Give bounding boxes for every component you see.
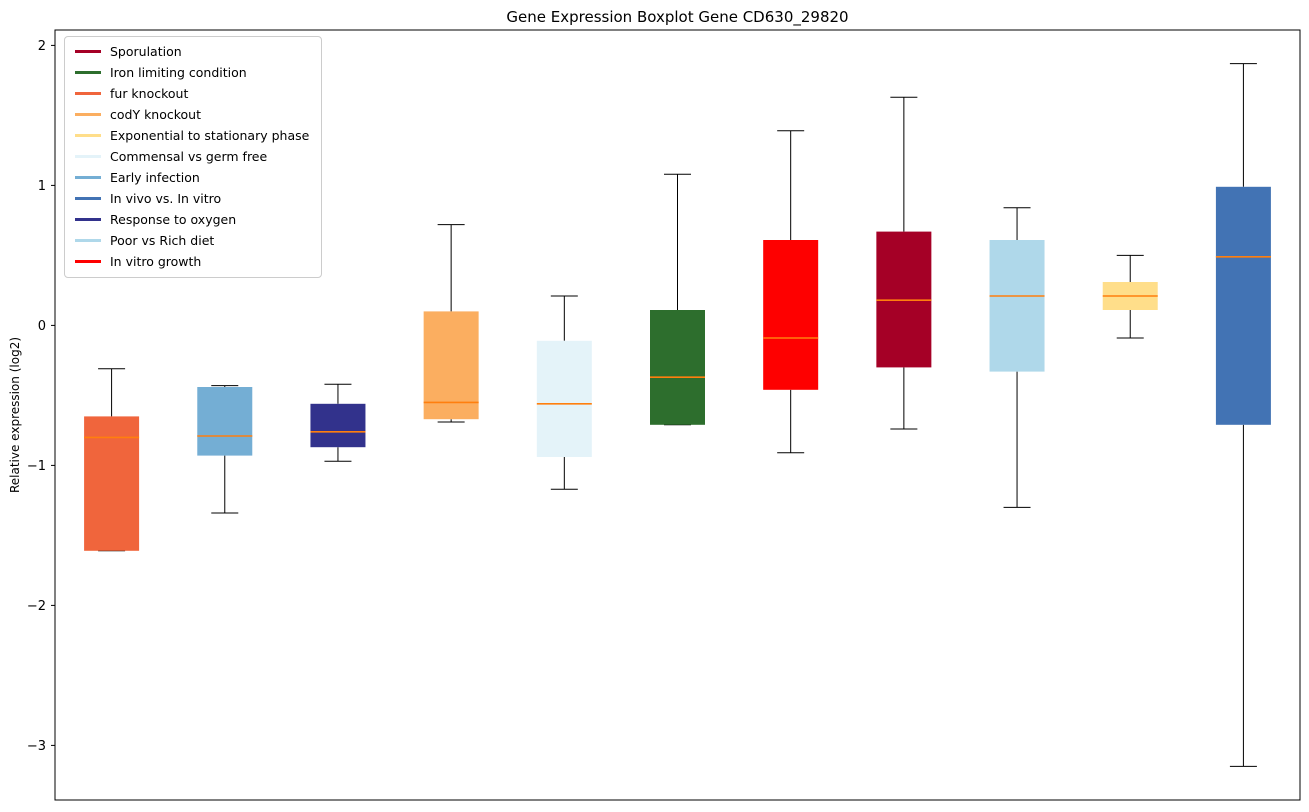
y-tick-label: 0 (38, 319, 46, 334)
legend-item-label: fur knockout (110, 86, 189, 102)
boxplot-box (1215, 186, 1271, 425)
legend-item: In vivo vs. In vitro (75, 191, 309, 207)
legend-item: Exponential to stationary phase (75, 128, 309, 144)
boxplot-box (84, 416, 140, 551)
boxplot-box (650, 310, 705, 425)
legend-line-swatch-icon (75, 260, 101, 264)
legend-item-label: Poor vs Rich diet (110, 233, 215, 249)
legend-item: Sporulation (75, 44, 309, 60)
legend-item: Commensal vs germ free (75, 149, 309, 165)
y-tick-label: 2 (38, 39, 46, 54)
y-tick-label: −3 (27, 739, 46, 754)
legend-item: fur knockout (75, 86, 309, 102)
legend-item-label: Sporulation (110, 44, 182, 60)
legend-item: In vitro growth (75, 254, 309, 270)
legend-item-label: Iron limiting condition (110, 65, 247, 81)
boxplot-box (197, 387, 253, 456)
legend-item-label: Response to oxygen (110, 212, 237, 228)
boxplot-box (989, 240, 1045, 372)
legend-line-swatch-icon (75, 71, 101, 75)
legend-line-swatch-icon (75, 50, 101, 54)
chart-title: Gene Expression Boxplot Gene CD630_29820 (506, 8, 849, 26)
legend-item: Iron limiting condition (75, 65, 309, 81)
legend-line-swatch-icon (75, 197, 101, 201)
y-tick-label: −1 (27, 459, 46, 474)
legend: Sporulation Iron limiting condition fur kn… (64, 36, 323, 278)
legend-item-label: Early infection (110, 170, 200, 186)
legend-item-label: codY knockout (110, 107, 202, 123)
axes-frame (54, 29, 1301, 801)
legend-line-swatch-icon (75, 155, 101, 159)
legend-line-swatch-icon (75, 218, 101, 222)
boxplot-box (763, 240, 819, 390)
legend-item: Poor vs Rich diet (75, 233, 309, 249)
boxplot-box (536, 340, 592, 457)
legend-item: codY knockout (75, 107, 309, 123)
boxplot-box (310, 403, 366, 448)
legend-item-label: Exponential to stationary phase (110, 128, 310, 144)
legend-line-swatch-icon (75, 113, 101, 117)
legend-item-label: In vitro growth (110, 254, 202, 270)
legend-item-label: Commensal vs germ free (110, 149, 268, 165)
legend-item-label: In vivo vs. In vitro (110, 191, 222, 207)
y-tick-label: 1 (38, 179, 46, 194)
legend-line-swatch-icon (75, 239, 101, 243)
legend-line-swatch-icon (75, 92, 101, 96)
legend-item: Early infection (75, 170, 309, 186)
legend-line-swatch-icon (75, 176, 101, 180)
y-tick-label: −2 (27, 599, 46, 614)
legend-line-swatch-icon (75, 134, 101, 138)
boxplot-box (423, 311, 479, 420)
legend-item: Response to oxygen (75, 212, 309, 228)
